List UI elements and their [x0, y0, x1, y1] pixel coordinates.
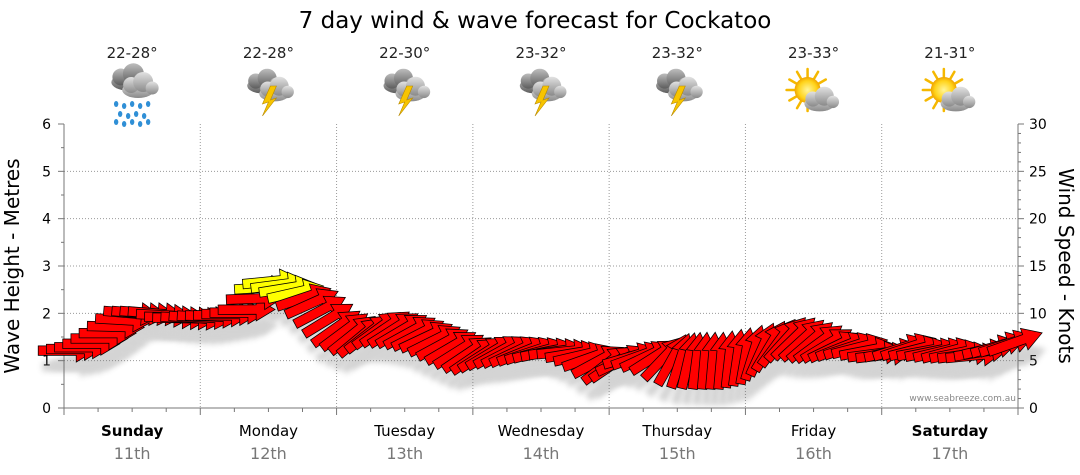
rain-drop [113, 101, 119, 107]
day-date-label: 11th [114, 444, 151, 463]
day-date-label: 17th [931, 444, 968, 463]
day-labels: Sunday 11th Monday 12th Tuesday 13th Wednesday… [101, 422, 988, 463]
rain-drop [113, 119, 119, 125]
partly-cloudy-icon [785, 67, 840, 113]
day-name-label: Thursday [641, 422, 712, 440]
day-name-label: Saturday [912, 422, 989, 440]
wind-series [37, 268, 1047, 406]
storm-icon [656, 68, 703, 117]
temperature-range: 22-28° [243, 44, 294, 62]
cloud-shape [668, 76, 703, 102]
chart-title: 7 day wind & wave forecast for Cockatoo [299, 8, 772, 34]
rain-drop [129, 119, 135, 125]
day-name-label: Tuesday [373, 422, 435, 440]
y-right-tick-label: 0 [1029, 401, 1038, 417]
temperature-range: 21-31° [924, 44, 975, 62]
credit-text: www.seabreeze.com.au [909, 394, 1016, 404]
lightning-bolt [261, 85, 278, 117]
y-right-tick-label: 25 [1029, 164, 1047, 180]
y-right-tick-label: 10 [1029, 306, 1047, 322]
wind-arrow-shadow [574, 362, 628, 395]
day-date-label: 12th [250, 444, 287, 463]
y-axis-right-label: Wind Speed - Knots [1054, 168, 1078, 364]
y-right-tick-label: 20 [1029, 212, 1047, 228]
rain-drop [141, 113, 147, 119]
y-left-tick-label: 5 [42, 164, 51, 180]
day-name-label: Wednesday [498, 422, 585, 440]
temperature-range: 23-32° [652, 44, 703, 62]
rain-drop [125, 113, 131, 119]
y-right-tick-label: 30 [1029, 117, 1047, 133]
storm-icon [519, 68, 567, 117]
partly-cloudy-icon [921, 67, 976, 113]
y-left-tick-label: 1 [42, 354, 51, 370]
cloud-shape [122, 72, 159, 98]
cloud-shape [940, 86, 976, 112]
rain-drop [121, 103, 127, 109]
weather-header: 22-28° 22-28° 22-30° 23-32° 23-32° 23-33° 21-3… [107, 44, 976, 127]
storm-icon [247, 68, 294, 117]
rain-drop [121, 121, 127, 127]
wind-arrow-shadow [990, 344, 1047, 373]
day-date-label: 14th [523, 444, 560, 463]
lightning-bolt [670, 85, 687, 117]
day-date-label: 13th [386, 444, 423, 463]
y-right-tick-label: 15 [1029, 259, 1047, 275]
day-date-label: 15th [659, 444, 696, 463]
axis-ticks: 0123456051015202530 [42, 117, 1047, 417]
y-left-tick-label: 4 [42, 212, 51, 228]
y-left-tick-label: 0 [42, 401, 51, 417]
rain-drop [117, 111, 123, 117]
rain-drop [145, 101, 151, 107]
rain-drop [137, 103, 143, 109]
day-date-label: 16th [795, 444, 832, 463]
temperature-range: 22-30° [379, 44, 430, 62]
wind-arrow [986, 327, 1043, 357]
rain-drop [133, 111, 139, 117]
y-left-tick-label: 2 [42, 306, 51, 322]
lightning-bolt [534, 85, 550, 117]
wind-arrow-shadow [222, 314, 280, 337]
y-axis-left-label: Wave Height - Metres [0, 158, 24, 373]
lightning-bolt [398, 85, 414, 117]
rain-icon [111, 63, 159, 127]
day-name-label: Monday [239, 422, 298, 440]
day-name-label: Friday [791, 422, 837, 440]
storm-icon [383, 68, 431, 117]
temperature-range: 23-32° [515, 44, 566, 62]
temperature-range: 22-28° [107, 44, 158, 62]
y-left-tick-label: 3 [42, 259, 51, 275]
rain-drop [145, 119, 151, 125]
temperature-range: 23-33° [788, 44, 839, 62]
y-left-tick-label: 6 [42, 117, 51, 133]
wind-arrow-shadow [288, 304, 343, 335]
rain-drop [137, 121, 143, 127]
wind-arrows [37, 268, 1043, 390]
rain-drop [129, 101, 135, 107]
day-name-label: Sunday [101, 422, 164, 440]
cloud-shape [804, 86, 840, 112]
